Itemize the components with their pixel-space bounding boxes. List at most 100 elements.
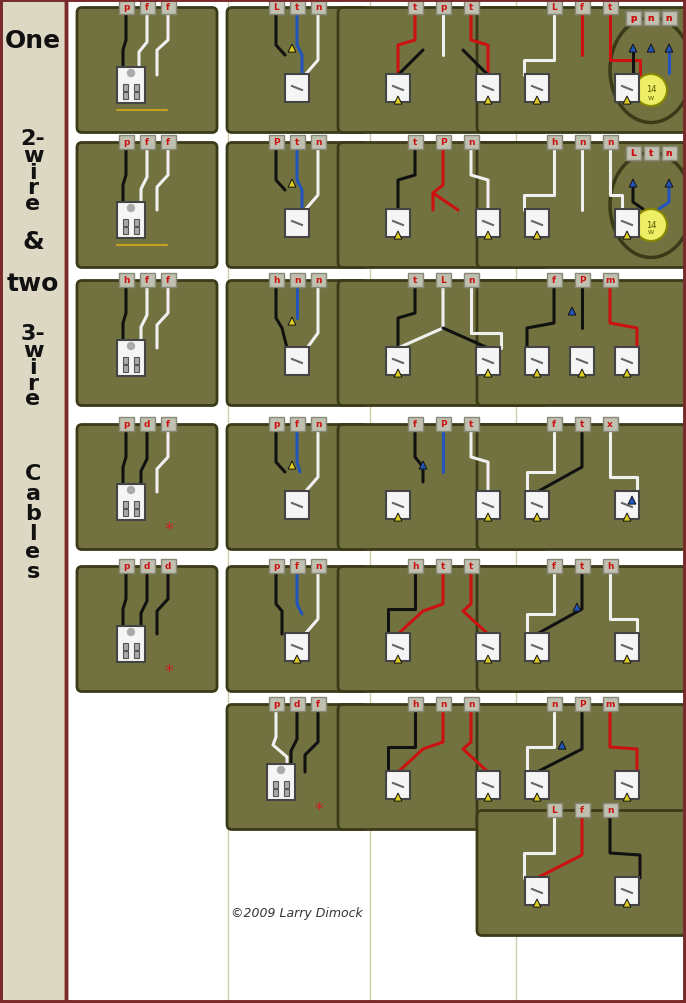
FancyBboxPatch shape: [477, 810, 686, 936]
Text: C: C: [25, 463, 41, 483]
FancyBboxPatch shape: [268, 417, 283, 431]
FancyBboxPatch shape: [338, 425, 548, 550]
Bar: [273, 789, 278, 796]
Polygon shape: [665, 45, 673, 53]
Polygon shape: [484, 514, 492, 522]
FancyBboxPatch shape: [407, 0, 423, 14]
FancyBboxPatch shape: [525, 348, 549, 376]
FancyBboxPatch shape: [289, 559, 305, 573]
Polygon shape: [394, 232, 402, 240]
FancyBboxPatch shape: [547, 135, 562, 149]
Polygon shape: [143, 422, 151, 430]
FancyBboxPatch shape: [464, 697, 479, 711]
Bar: [134, 651, 139, 658]
Text: p: p: [440, 3, 446, 12]
Circle shape: [278, 766, 285, 773]
Text: h: h: [273, 276, 279, 285]
Text: n: n: [440, 699, 447, 708]
Polygon shape: [272, 140, 280, 149]
FancyBboxPatch shape: [661, 11, 676, 25]
Text: r: r: [27, 374, 38, 393]
FancyBboxPatch shape: [338, 8, 548, 133]
Polygon shape: [550, 565, 558, 573]
FancyBboxPatch shape: [626, 146, 641, 160]
FancyBboxPatch shape: [643, 11, 659, 25]
Text: p: p: [123, 137, 129, 146]
FancyBboxPatch shape: [119, 559, 134, 573]
FancyBboxPatch shape: [268, 559, 283, 573]
FancyBboxPatch shape: [615, 75, 639, 103]
Bar: [117, 203, 145, 239]
FancyBboxPatch shape: [476, 75, 500, 103]
FancyBboxPatch shape: [464, 559, 479, 573]
FancyBboxPatch shape: [476, 491, 500, 520]
FancyBboxPatch shape: [476, 633, 500, 661]
FancyBboxPatch shape: [436, 559, 451, 573]
Ellipse shape: [610, 18, 686, 123]
Polygon shape: [143, 140, 151, 149]
Polygon shape: [293, 655, 301, 663]
Polygon shape: [484, 370, 492, 378]
FancyBboxPatch shape: [615, 348, 639, 376]
Text: *: *: [314, 800, 324, 818]
Polygon shape: [629, 45, 637, 53]
FancyBboxPatch shape: [602, 559, 617, 573]
FancyBboxPatch shape: [338, 705, 548, 829]
Polygon shape: [293, 279, 301, 287]
Text: d: d: [294, 699, 300, 708]
FancyBboxPatch shape: [407, 697, 423, 711]
FancyBboxPatch shape: [464, 135, 479, 149]
Text: L: L: [551, 3, 557, 12]
FancyBboxPatch shape: [547, 559, 562, 573]
Text: f: f: [316, 699, 320, 708]
Text: f: f: [413, 419, 417, 428]
Text: n: n: [315, 419, 321, 428]
FancyBboxPatch shape: [161, 135, 176, 149]
FancyBboxPatch shape: [602, 273, 617, 287]
Bar: [134, 220, 139, 227]
Text: f: f: [145, 3, 149, 12]
Polygon shape: [288, 45, 296, 53]
FancyBboxPatch shape: [338, 143, 548, 268]
FancyBboxPatch shape: [285, 633, 309, 661]
FancyBboxPatch shape: [338, 567, 548, 692]
Bar: [134, 510, 139, 517]
Polygon shape: [164, 140, 172, 149]
Bar: [123, 220, 128, 227]
FancyBboxPatch shape: [119, 0, 134, 14]
Polygon shape: [288, 180, 296, 188]
FancyBboxPatch shape: [139, 559, 154, 573]
FancyBboxPatch shape: [574, 135, 589, 149]
FancyBboxPatch shape: [643, 146, 659, 160]
Text: n: n: [606, 805, 613, 814]
FancyBboxPatch shape: [386, 75, 410, 103]
FancyBboxPatch shape: [525, 878, 549, 905]
Bar: [117, 484, 145, 521]
Text: t: t: [469, 3, 473, 12]
Polygon shape: [467, 702, 475, 710]
FancyBboxPatch shape: [626, 11, 641, 25]
Text: L: L: [630, 148, 636, 157]
Text: n: n: [579, 137, 585, 146]
Polygon shape: [550, 702, 558, 710]
FancyBboxPatch shape: [547, 0, 562, 14]
Polygon shape: [533, 232, 541, 240]
Polygon shape: [623, 514, 631, 522]
Polygon shape: [484, 655, 492, 663]
Text: d: d: [144, 419, 150, 428]
FancyBboxPatch shape: [289, 135, 305, 149]
Text: f: f: [295, 419, 299, 428]
FancyBboxPatch shape: [77, 281, 217, 406]
FancyBboxPatch shape: [436, 697, 451, 711]
Text: a: a: [25, 483, 40, 504]
FancyBboxPatch shape: [615, 210, 639, 238]
Text: f: f: [295, 562, 299, 571]
Polygon shape: [394, 793, 402, 801]
FancyBboxPatch shape: [311, 559, 325, 573]
FancyBboxPatch shape: [661, 11, 676, 25]
Polygon shape: [122, 565, 130, 573]
Polygon shape: [623, 655, 631, 663]
Text: L: L: [630, 148, 636, 157]
Circle shape: [635, 75, 667, 107]
Circle shape: [128, 206, 134, 213]
